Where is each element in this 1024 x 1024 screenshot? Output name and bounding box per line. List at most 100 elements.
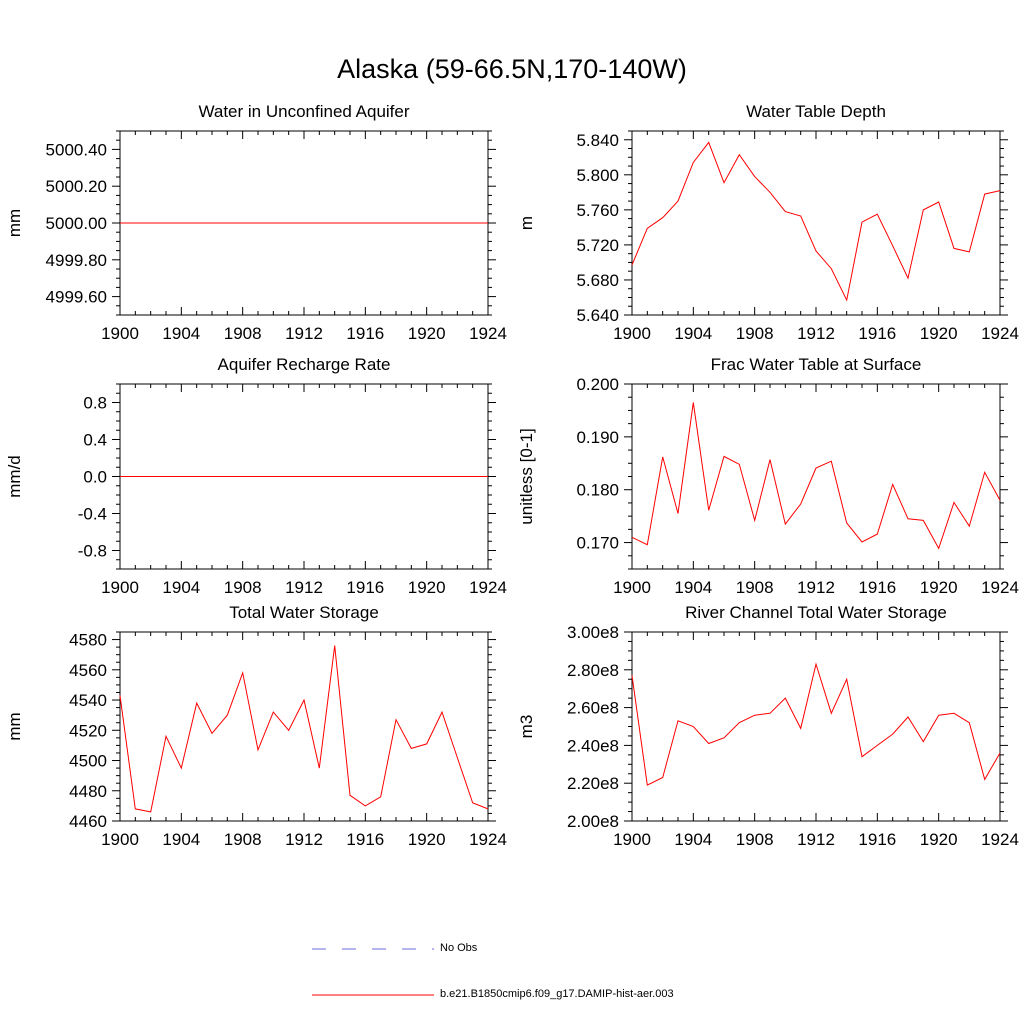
x-tick-label: 1916: [346, 830, 384, 849]
x-tick-label: 1912: [285, 324, 323, 343]
y-tick-label: 2.20e8: [567, 774, 619, 793]
panel-title: Frac Water Table at Surface: [711, 355, 922, 374]
x-tick-label: 1908: [224, 578, 262, 597]
y-tick-label: 4999.60: [46, 288, 107, 307]
x-tick-label: 1920: [920, 578, 958, 597]
y-tick-label: 0.190: [576, 428, 619, 447]
y-tick-label: -0.8: [78, 542, 107, 561]
x-tick-label: 1924: [981, 830, 1019, 849]
x-tick-label: 1908: [736, 324, 774, 343]
plot-frame: [631, 130, 1001, 316]
chart-panel-4: 1900 1904 1908 1912 1916 1920 1924 0.170 0.180 0.…: [517, 355, 1019, 597]
y-tick-label: 0.4: [83, 431, 107, 450]
y-tick-label: 0.0: [83, 468, 107, 487]
x-tick-label: 1900: [613, 324, 651, 343]
y-tick-label: 5.840: [576, 131, 619, 150]
y-tick-label: -0.4: [78, 505, 107, 524]
x-tick-label: 1924: [469, 578, 507, 597]
plot-frame: [119, 631, 489, 822]
chart-panel-1: 1900 1904 1908 1912 1916 1920 1924 4999.60 4999.…: [5, 102, 507, 343]
legend-graphic: [312, 948, 434, 996]
x-tick-label: 1920: [408, 578, 446, 597]
x-tick-label: 1916: [858, 324, 896, 343]
x-tick-label: 1908: [736, 578, 774, 597]
x-tick-label: 1904: [674, 830, 712, 849]
x-tick-label: 1908: [736, 830, 774, 849]
y-tick-label: 2.00e8: [567, 812, 619, 831]
y-axis-label: unitless [0-1]: [517, 428, 536, 524]
y-tick-label: 4500: [69, 752, 107, 771]
series-line: [119, 645, 489, 813]
x-tick-label: 1908: [224, 324, 262, 343]
y-axis-label: mm: [5, 712, 24, 740]
x-tick-label: 1916: [346, 578, 384, 597]
legend-model-label: b.e21.B1850cmip6.f09_g17.DAMIP-hist-aer.…: [440, 988, 674, 1000]
chart-panel-6: 1900 1904 1908 1912 1916 1920 1924 2.00e8 2.20e8…: [517, 603, 1019, 849]
x-tick-label: 1920: [408, 830, 446, 849]
panel-title: Total Water Storage: [229, 603, 379, 622]
panel-title: River Channel Total Water Storage: [685, 603, 947, 622]
legend-obs-label: No Obs: [440, 942, 478, 954]
y-tick-label: 0.200: [576, 375, 619, 394]
x-tick-label: 1912: [285, 578, 323, 597]
figure-title: Alaska (59-66.5N,170-140W): [337, 54, 687, 84]
y-tick-label: 3.00e8: [567, 623, 619, 642]
panel-title: Water Table Depth: [746, 102, 886, 121]
x-tick-label: 1924: [469, 324, 507, 343]
y-axis-label: m: [517, 216, 536, 230]
y-tick-label: 5.760: [576, 201, 619, 220]
x-tick-label: 1916: [858, 578, 896, 597]
y-tick-label: 4540: [69, 691, 107, 710]
y-tick-label: 5.640: [576, 306, 619, 325]
y-tick-label: 4999.80: [46, 251, 107, 270]
x-tick-label: 1920: [920, 830, 958, 849]
y-tick-label: 4560: [69, 661, 107, 680]
x-tick-label: 1900: [101, 830, 139, 849]
y-tick-label: 5.800: [576, 166, 619, 185]
y-tick-label: 4520: [69, 721, 107, 740]
chart-panel-3: 1900 1904 1908 1912 1916 1920 1924 -0.8 -0.4 0.0 0…: [5, 355, 507, 597]
panel-title: Water in Unconfined Aquifer: [198, 102, 409, 121]
x-tick-label: 1900: [101, 324, 139, 343]
plot-frame: [631, 631, 1001, 822]
series-line: [631, 402, 1001, 550]
y-tick-label: 2.60e8: [567, 699, 619, 718]
series-line: [631, 141, 1001, 302]
x-tick-label: 1912: [797, 324, 835, 343]
y-tick-label: 5000.00: [46, 214, 107, 233]
x-tick-label: 1904: [162, 830, 200, 849]
panel-title: Aquifer Recharge Rate: [218, 355, 391, 374]
x-tick-label: 1912: [285, 830, 323, 849]
y-axis-label: mm: [5, 209, 24, 237]
x-tick-label: 1900: [613, 830, 651, 849]
y-tick-label: 2.80e8: [567, 661, 619, 680]
x-tick-label: 1924: [981, 578, 1019, 597]
y-tick-label: 5000.40: [46, 140, 107, 159]
y-tick-label: 4580: [69, 631, 107, 650]
y-axis-label: mm/d: [5, 455, 24, 498]
series-line: [631, 662, 1001, 786]
x-tick-label: 1912: [797, 830, 835, 849]
chart-panel-2: 1900 1904 1908 1912 1916 1920 1924 5.640 5.680 5.…: [517, 102, 1019, 343]
x-tick-label: 1904: [674, 578, 712, 597]
y-tick-label: 0.8: [83, 394, 107, 413]
y-tick-label: 4460: [69, 812, 107, 831]
y-tick-label: 5.680: [576, 271, 619, 290]
y-tick-label: 2.40e8: [567, 736, 619, 755]
x-tick-label: 1904: [162, 578, 200, 597]
x-tick-label: 1916: [858, 830, 896, 849]
x-tick-label: 1920: [408, 324, 446, 343]
y-tick-label: 5000.20: [46, 177, 107, 196]
x-tick-label: 1900: [613, 578, 651, 597]
x-tick-label: 1912: [797, 578, 835, 597]
y-tick-label: 0.180: [576, 481, 619, 500]
y-axis-label: m3: [517, 715, 536, 739]
y-tick-label: 4480: [69, 782, 107, 801]
x-tick-label: 1920: [920, 324, 958, 343]
x-tick-label: 1900: [101, 578, 139, 597]
y-tick-label: 5.720: [576, 236, 619, 255]
x-tick-label: 1924: [981, 324, 1019, 343]
x-tick-label: 1908: [224, 830, 262, 849]
y-tick-label: 0.170: [576, 534, 619, 553]
